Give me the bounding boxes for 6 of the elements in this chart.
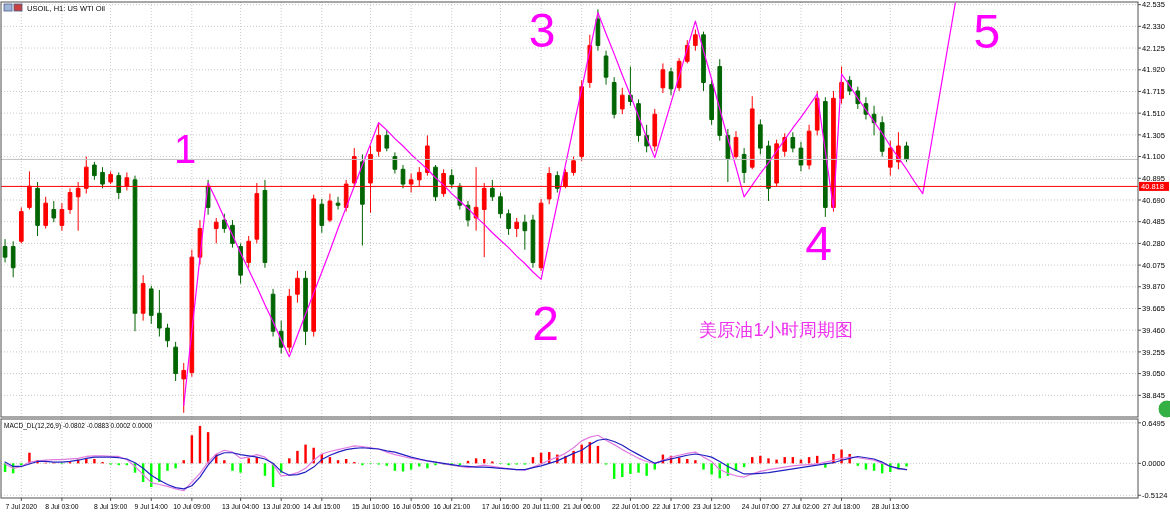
annotation: 1 — [174, 127, 197, 172]
annotation: 4 — [805, 216, 832, 270]
annotation: 美原油1小时周期图 — [699, 319, 854, 340]
annotation: 2 — [532, 296, 559, 350]
annotation: 3 — [528, 3, 556, 57]
annotation: 5 — [973, 5, 1001, 59]
